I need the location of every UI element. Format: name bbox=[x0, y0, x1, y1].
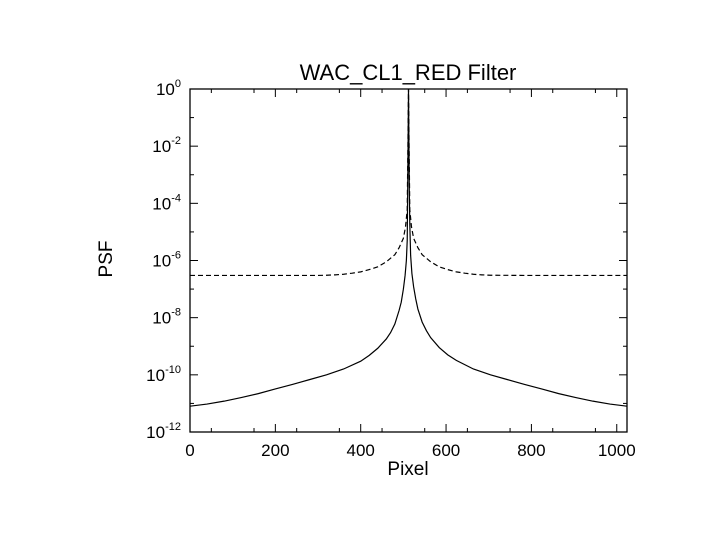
x-tick-label: 600 bbox=[432, 441, 460, 460]
y-tick-label: 10-12 bbox=[146, 421, 181, 442]
ticks-layer: 0 200 400 600 800 1000 10-12 10-10 10-8 10-6 10-4 1… bbox=[146, 78, 636, 460]
y-tick-label: 10-6 bbox=[152, 250, 181, 271]
y-tick-label: 10-8 bbox=[152, 307, 181, 328]
x-tick-label: 0 bbox=[185, 441, 194, 460]
x-axis-label: Pixel bbox=[387, 459, 428, 480]
y-tick-label: 100 bbox=[156, 78, 181, 99]
x-tick-label: 200 bbox=[261, 441, 289, 460]
y-tick-label: 10-4 bbox=[152, 192, 181, 213]
y-tick-label: 10-10 bbox=[146, 364, 181, 385]
x-tick-label: 800 bbox=[517, 441, 545, 460]
series-line-solid bbox=[190, 89, 627, 407]
x-tick-label: 400 bbox=[347, 441, 375, 460]
x-tick-label: 1000 bbox=[598, 441, 636, 460]
y-tick-label: 10-2 bbox=[152, 135, 181, 156]
y-axis-label: PSF bbox=[96, 241, 117, 278]
series-layer bbox=[190, 89, 627, 407]
chart-title: WAC_CL1_RED Filter bbox=[300, 60, 517, 85]
